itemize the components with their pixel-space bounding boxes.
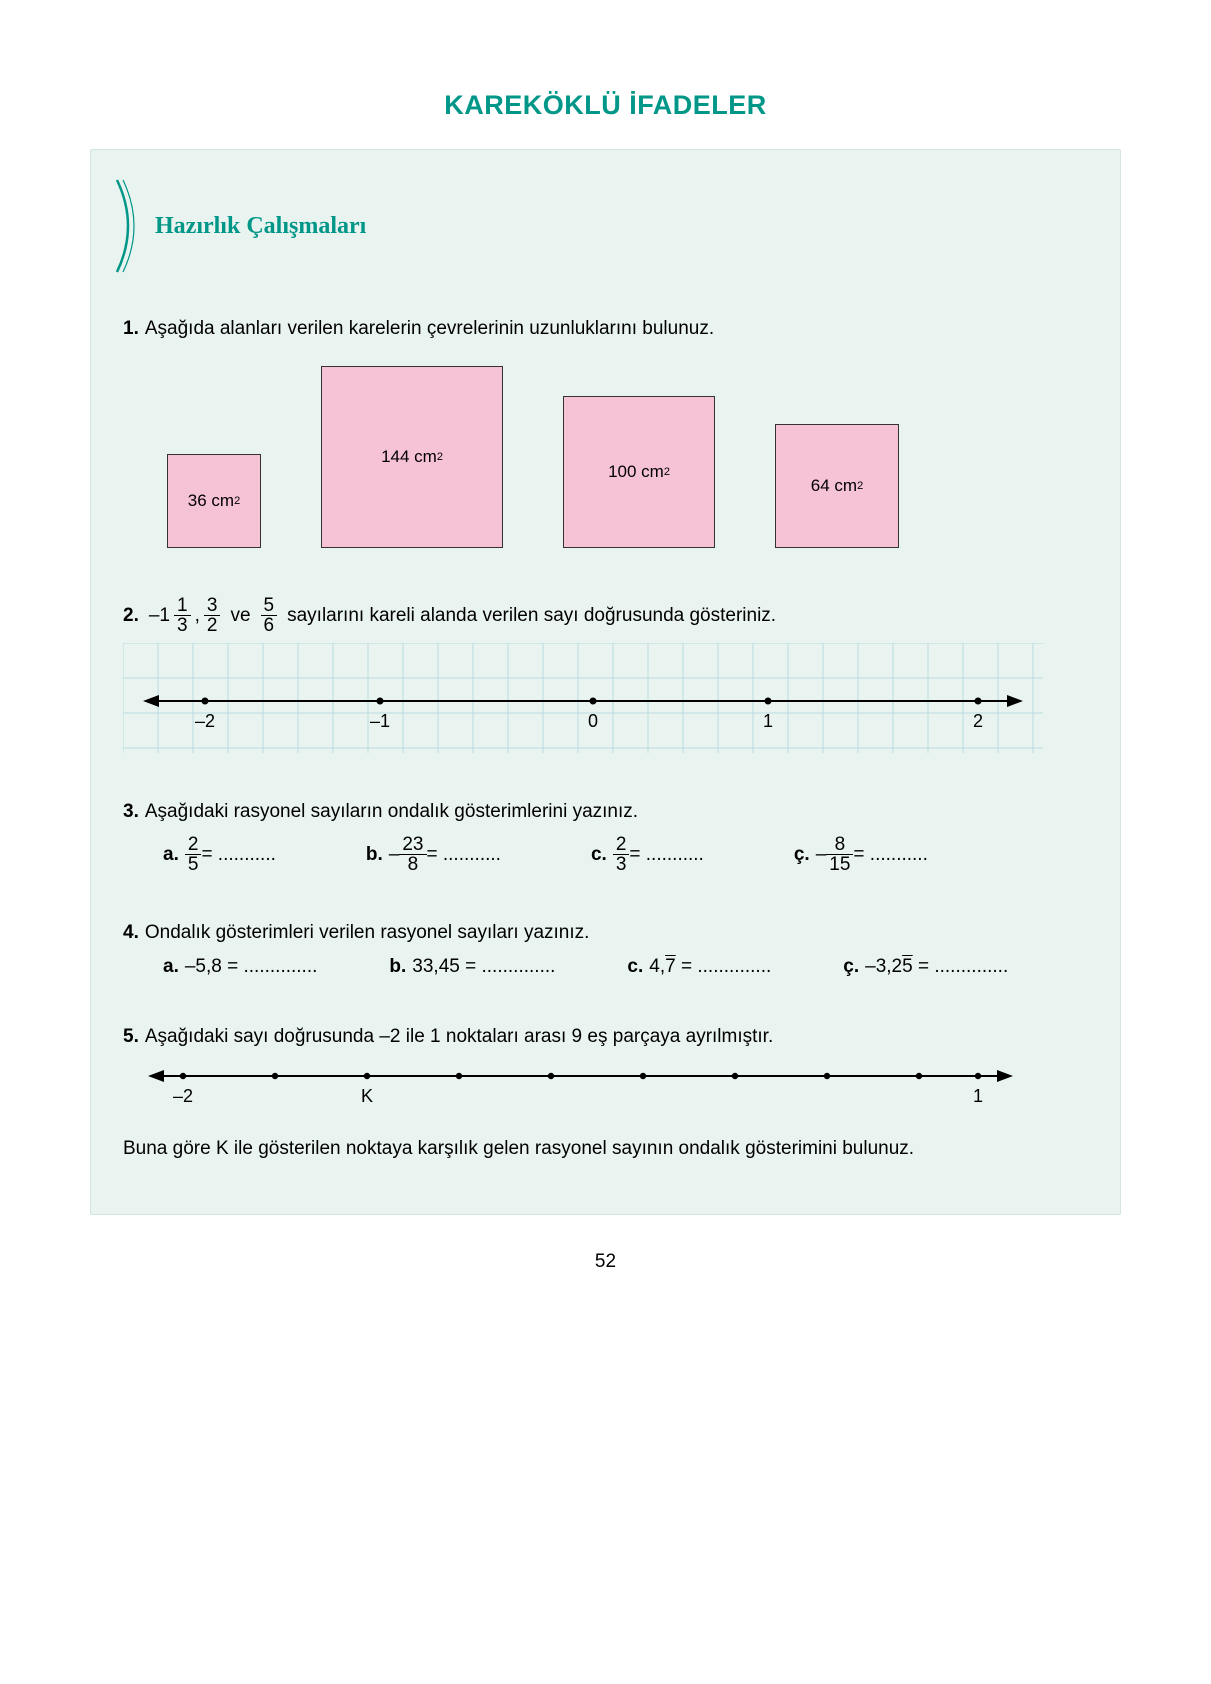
question-2: 2. –1 13 , 32 ve 56 sayılarını kareli al… [123, 596, 1088, 753]
section-title: Hazırlık Çalışmaları [155, 213, 366, 240]
question-3: 3.Aşağıdaki rasyonel sayıların ondalık g… [123, 801, 1088, 874]
page-number: 52 [90, 1251, 1121, 1273]
svg-text:–2: –2 [173, 1086, 193, 1106]
q1-squares: 36 cm2 144 cm2 100 cm2 64 cm2 [167, 366, 1088, 548]
question-5: 5.Aşağıdaki sayı doğrusunda –2 ile 1 nok… [123, 1026, 1088, 1160]
q5-text: 5.Aşağıdaki sayı doğrusunda –2 ile 1 nok… [123, 1026, 1088, 1048]
svg-text:0: 0 [588, 711, 598, 731]
svg-text:–1: –1 [370, 711, 390, 731]
q3-item: b.–238 = ........... [366, 835, 501, 874]
content-panel: Hazırlık Çalışmaları 1.Aşağıda alanları … [90, 149, 1121, 1215]
q5-number-line: –2 K 1 [123, 1056, 1043, 1116]
page-title: KAREKÖKLÜ İFADELER [90, 90, 1121, 121]
area-square: 64 cm2 [775, 424, 899, 548]
q3-item: a.25 = ........... [163, 835, 276, 874]
chevron-icon [111, 178, 147, 274]
q3-text: 3.Aşağıdaki rasyonel sayıların ondalık g… [123, 801, 1088, 823]
q5-tail: Buna göre K ile gösterilen noktaya karşı… [123, 1138, 1088, 1160]
svg-text:K: K [361, 1086, 373, 1106]
q3-item: c.23 = ........... [591, 835, 704, 874]
question-1: 1.Aşağıda alanları verilen karelerin çev… [123, 318, 1088, 548]
area-square: 100 cm2 [563, 396, 715, 548]
q4-items: a.–5,8 = .............. b.33,45 = ......… [163, 956, 1088, 978]
q2-number-line: –2 –1 0 1 2 [123, 643, 1043, 753]
q2-text: 2. –1 13 , 32 ve 56 sayılarını kareli al… [123, 596, 1088, 635]
q4-text: 4.Ondalık gösterimleri verilen rasyonel … [123, 922, 1088, 944]
area-square: 36 cm2 [167, 454, 261, 548]
question-4: 4.Ondalık gösterimleri verilen rasyonel … [123, 922, 1088, 978]
section-head: Hazırlık Çalışmaları [111, 178, 1088, 274]
q3-item: ç.–815 = ........... [794, 835, 928, 874]
svg-text:–2: –2 [195, 711, 215, 731]
area-square: 144 cm2 [321, 366, 503, 548]
svg-text:1: 1 [973, 1086, 983, 1106]
svg-text:1: 1 [763, 711, 773, 731]
worksheet-page: KAREKÖKLÜ İFADELER Hazırlık Çalışmaları … [0, 0, 1211, 1313]
q3-items: a.25 = ........... b.–238 = ........... c.… [163, 835, 1088, 874]
svg-text:2: 2 [973, 711, 983, 731]
q1-text: 1.Aşağıda alanları verilen karelerin çev… [123, 318, 1088, 340]
